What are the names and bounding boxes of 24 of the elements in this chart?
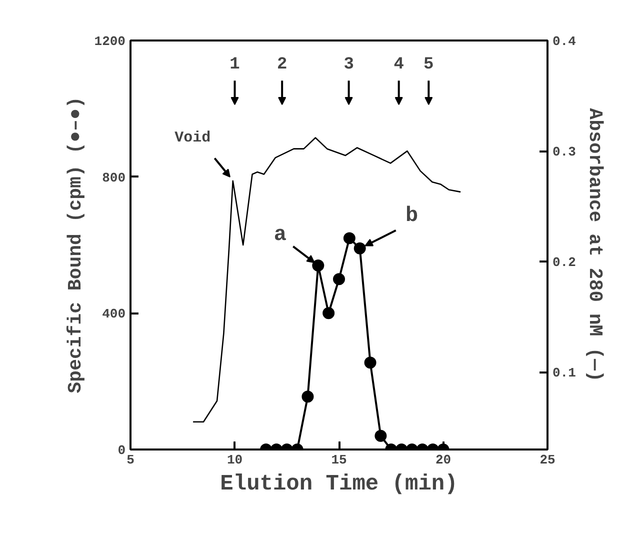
x-tick-label: 10: [226, 452, 243, 468]
y2-tick-label: 0.1: [552, 366, 576, 381]
y-tick-label: 400: [102, 306, 126, 322]
y-tick-label: 1200: [94, 34, 126, 49]
annotation: 4: [394, 56, 404, 75]
y-axis-title: Specific Bound (cpm) (●–●): [64, 96, 86, 394]
annotation: 3: [344, 56, 354, 75]
annotation: b: [406, 204, 418, 228]
y2-tick-label: 0.2: [552, 255, 576, 270]
annotation: 2: [276, 56, 288, 75]
annotation: Void: [174, 130, 211, 147]
x-axis-title: Elution Time (min): [220, 472, 458, 496]
x-tick-label: 15: [331, 452, 347, 468]
x-tick-label: 5: [126, 452, 135, 468]
x-tick-label: 20: [435, 452, 452, 468]
y2-tick-label: 0.3: [552, 144, 576, 160]
x-tick-label: 25: [540, 452, 556, 468]
y2-tick-label: 0.4: [552, 34, 576, 49]
y-tick-label: 800: [102, 170, 126, 186]
annotation: 5: [424, 56, 434, 75]
annotation: 1: [230, 56, 240, 75]
y-tick-label: 0: [118, 443, 126, 458]
annotation: a: [274, 224, 287, 247]
y2-axis-title: Absorbance at 280 nM (—): [584, 108, 606, 382]
